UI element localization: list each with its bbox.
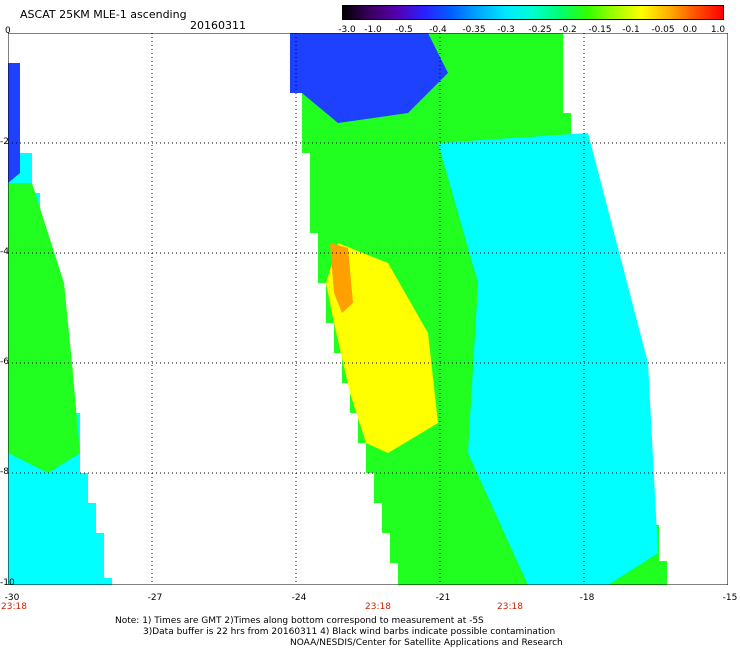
x-label-5: -15 [722,593,738,603]
colorbar-tick: -1.0 [364,25,382,35]
y-label-1: -2 [0,137,9,147]
chart-date: 20160311 [190,19,246,32]
x-label-2: -24 [291,593,307,603]
note-line-3: NOAA/NESDIS/Center for Satellite Applica… [290,638,563,648]
x-label-4: -18 [579,593,595,603]
left-swath-blue-region [8,63,20,183]
y-label-3: -6 [0,357,9,367]
main-swath-orange-region [330,243,353,313]
colorbar-tick: -0.5 [395,25,413,35]
time-label-2: 23:18 [497,602,523,612]
note-line-2: 3)Data buffer is 22 hrs from 20160311 4)… [143,627,556,637]
main-swath-yellow-region [326,243,438,453]
colorbar-tick: -0.2 [559,25,577,35]
y-label-2: -4 [0,247,9,257]
colorbar-tick: -3.0 [338,25,356,35]
time-label-1: 23:18 [365,602,391,612]
y-label-5: -10 [0,578,15,588]
chart-title: ASCAT 25KM MLE-1 ascending [20,8,187,21]
colorbar-tick: 0.0 [682,25,698,35]
left-swath-green-region [8,183,80,473]
map-grid [8,33,728,585]
colorbar-tick: -0.35 [462,25,486,35]
colorbar-tick: 1.0 [710,25,726,35]
colorbar-tick: -0.4 [429,25,447,35]
colorbar-tick: -0.15 [588,25,612,35]
colorbar-tick: -0.1 [622,25,640,35]
x-label-1: -27 [147,593,163,603]
main-swath-blue-region [290,33,448,123]
wind-map-plot [8,33,728,585]
colorbar-tick: -0.05 [651,25,675,35]
time-label-0: 23:18 [1,602,27,612]
colorbar-tick: -0.25 [528,25,552,35]
x-label-0: -30 [4,593,20,603]
x-label-3: -21 [435,593,451,603]
y-label-0: 0 [5,26,11,36]
main-swath-cyan-region [438,133,658,585]
note-line-1: Note: 1) Times are GMT 2)Times along bot… [115,616,484,626]
y-label-4: -8 [0,467,9,477]
colorbar-tick: -0.3 [497,25,515,35]
colorbar [342,5,724,20]
scatterometer-swaths [8,33,667,585]
